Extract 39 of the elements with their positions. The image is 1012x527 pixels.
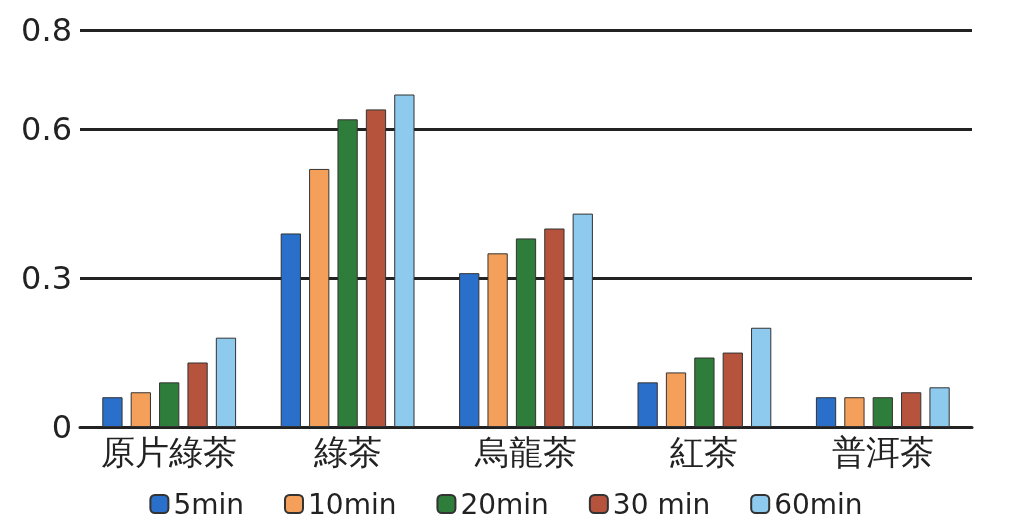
bar: [459, 273, 480, 427]
bar: [665, 372, 687, 427]
bar: [102, 397, 123, 427]
bar: [130, 392, 151, 427]
bar: [872, 397, 893, 427]
x-tick-label: 原片綠茶: [101, 432, 238, 472]
bar: [901, 392, 922, 427]
y-tick-label: 0.8: [21, 11, 72, 49]
bar: [572, 213, 593, 427]
x-tick-label: 綠茶: [312, 432, 382, 472]
bar: [751, 327, 772, 427]
bar: [337, 119, 358, 427]
bar: [365, 109, 387, 427]
bar: [187, 362, 208, 427]
bar: [309, 168, 330, 427]
bar: [694, 357, 715, 427]
bar: [487, 253, 508, 427]
x-tick-label: 普洱茶: [831, 432, 934, 472]
bar: [280, 233, 301, 427]
bar: [815, 397, 837, 427]
bar: [637, 382, 658, 427]
x-tick-label: 烏龍茶: [474, 432, 577, 472]
bar: [159, 382, 180, 427]
bar: [844, 397, 865, 427]
bar: [515, 238, 537, 427]
legend-label: 5min: [173, 487, 245, 521]
legend-label: 60min: [774, 487, 863, 521]
legend-label: 30 min: [612, 487, 711, 521]
bar: [544, 228, 565, 427]
x-tick-label: 紅茶: [670, 432, 739, 472]
y-tick-label: 0.6: [21, 110, 72, 149]
legend-label: 10min: [308, 487, 397, 521]
bar: [215, 337, 237, 427]
bar: [394, 94, 415, 427]
bar: [722, 352, 743, 427]
bar: [929, 387, 950, 427]
y-tick-label: 0: [51, 408, 72, 446]
legend-label: 20min: [460, 487, 549, 521]
y-tick-label: 0.3: [21, 259, 72, 298]
